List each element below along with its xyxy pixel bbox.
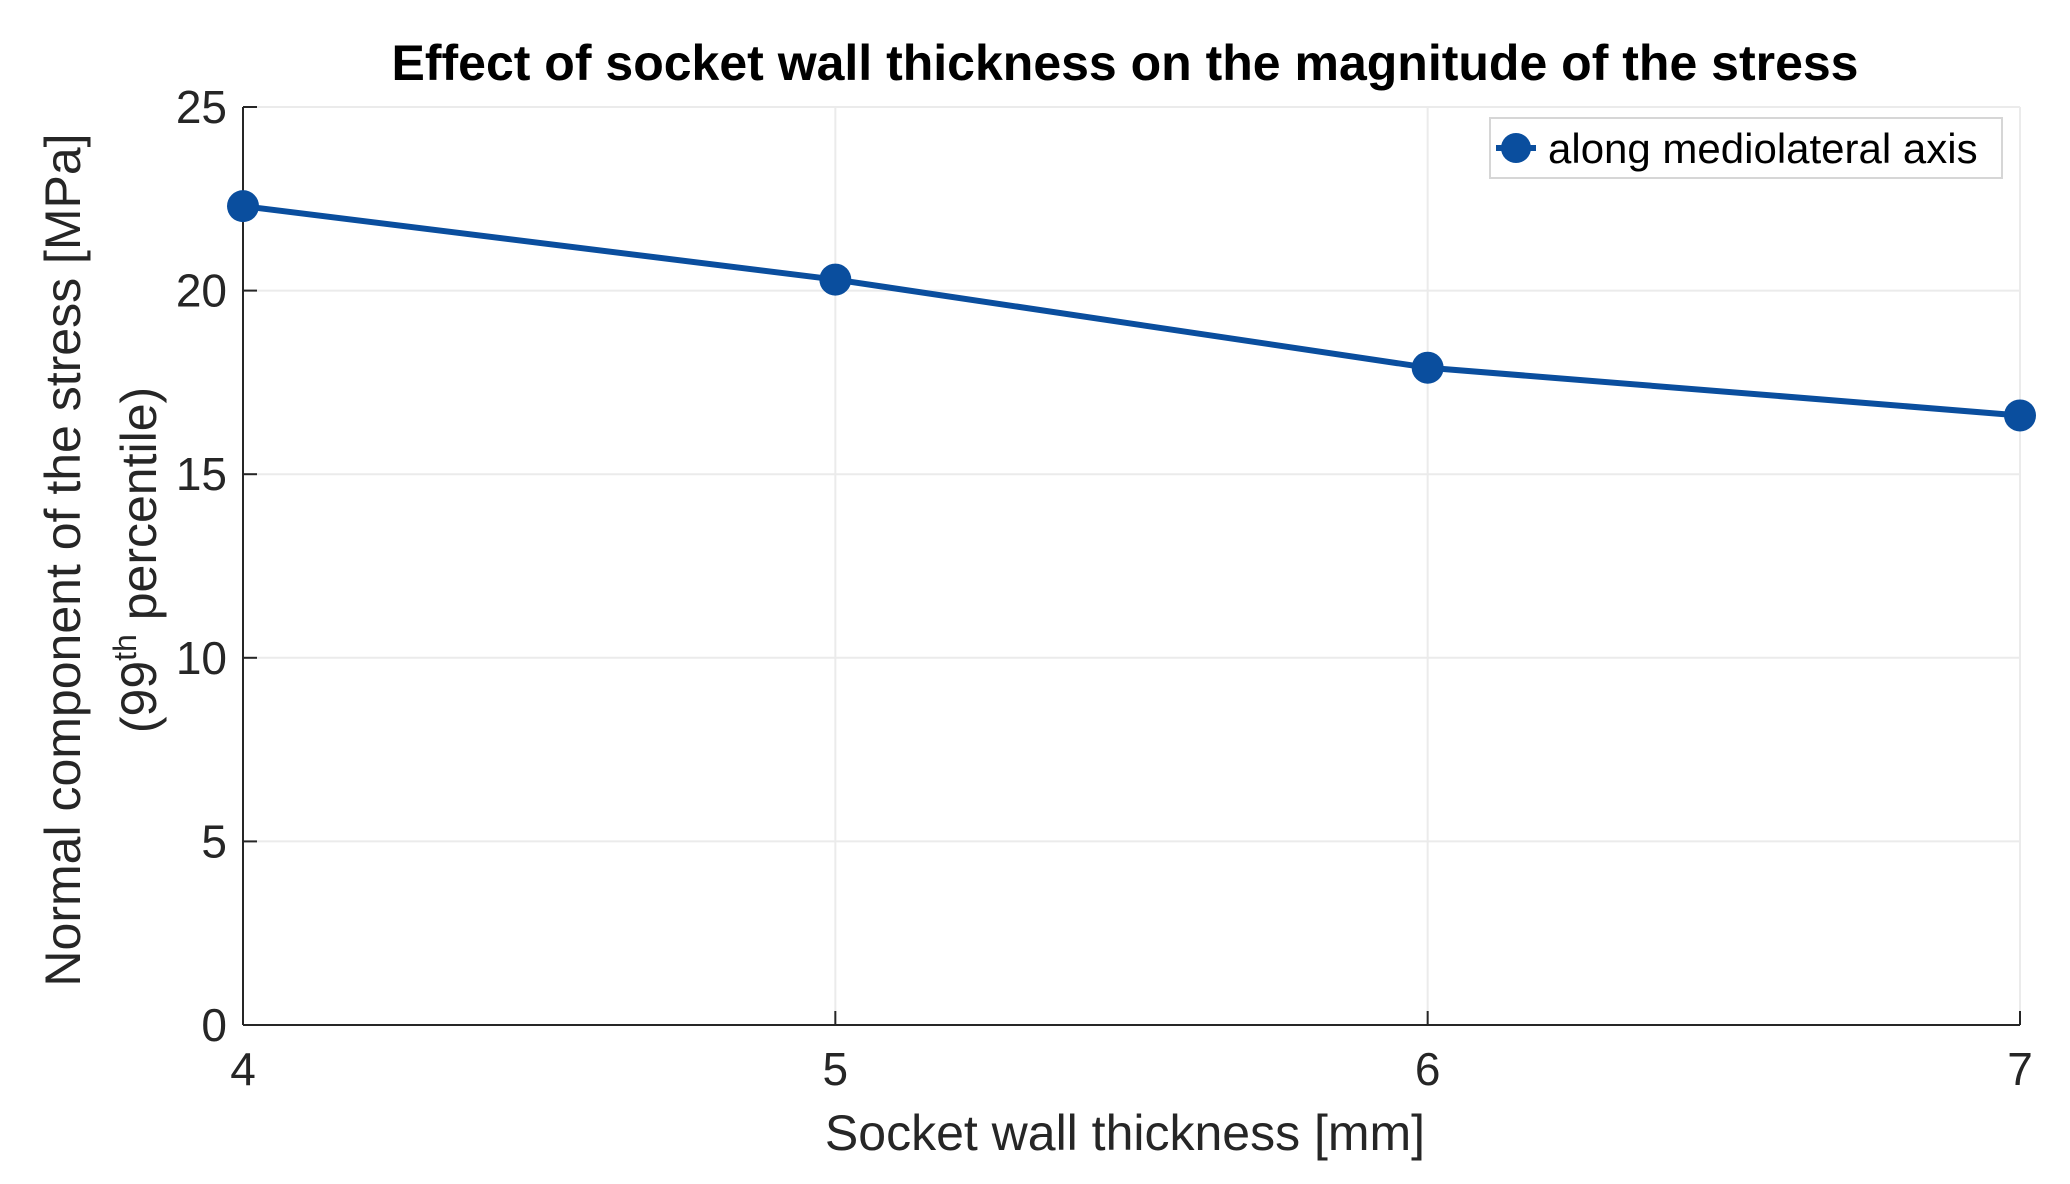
y-axis-label-suffix: percentile): [111, 387, 167, 634]
x-tick-label-5: 5: [823, 1043, 849, 1095]
data-point-0-3: [2004, 399, 2036, 432]
y-tick-label-0: 0: [201, 999, 227, 1051]
x-tick-label-6: 6: [1415, 1043, 1441, 1095]
x-axis-label: Socket wall thickness [mm]: [825, 1105, 1425, 1161]
y-axis-label-prefix: (99: [111, 661, 167, 733]
y-tick-label-10: 10: [176, 632, 227, 684]
series-line-0: [242, 203, 2021, 419]
y-tick-label-15: 15: [176, 448, 227, 500]
data-point-0-0: [227, 190, 259, 223]
y-axis-label-line1: Normal component of the stress [MPa]: [35, 133, 91, 986]
legend-entry-label: along mediolateral axis: [1548, 125, 1978, 172]
data-point-0-2: [1411, 351, 1444, 384]
data-point-0-1: [819, 263, 852, 296]
chart-title: Effect of socket wall thickness on the m…: [392, 35, 1859, 91]
y-tick-label-5: 5: [201, 815, 227, 867]
y-tick-label-25: 25: [176, 81, 227, 133]
y-axis-label-line2: (99th percentile): [107, 387, 167, 733]
y-axis-label-superscript: th: [107, 634, 143, 661]
legend-marker-sample: [1501, 133, 1531, 163]
axes-layer: 0 5 10 15 20 25 4 5 6 7: [176, 81, 2033, 1095]
x-tick-label-7: 7: [2007, 1043, 2033, 1095]
legend-box: [1489, 117, 2003, 179]
legend: along mediolateral axis: [1489, 117, 2003, 179]
x-tick-label-4: 4: [230, 1043, 256, 1095]
series-layer: [227, 190, 2036, 432]
grid-layer: [243, 106, 2021, 1025]
y-tick-label-20: 20: [176, 265, 227, 317]
